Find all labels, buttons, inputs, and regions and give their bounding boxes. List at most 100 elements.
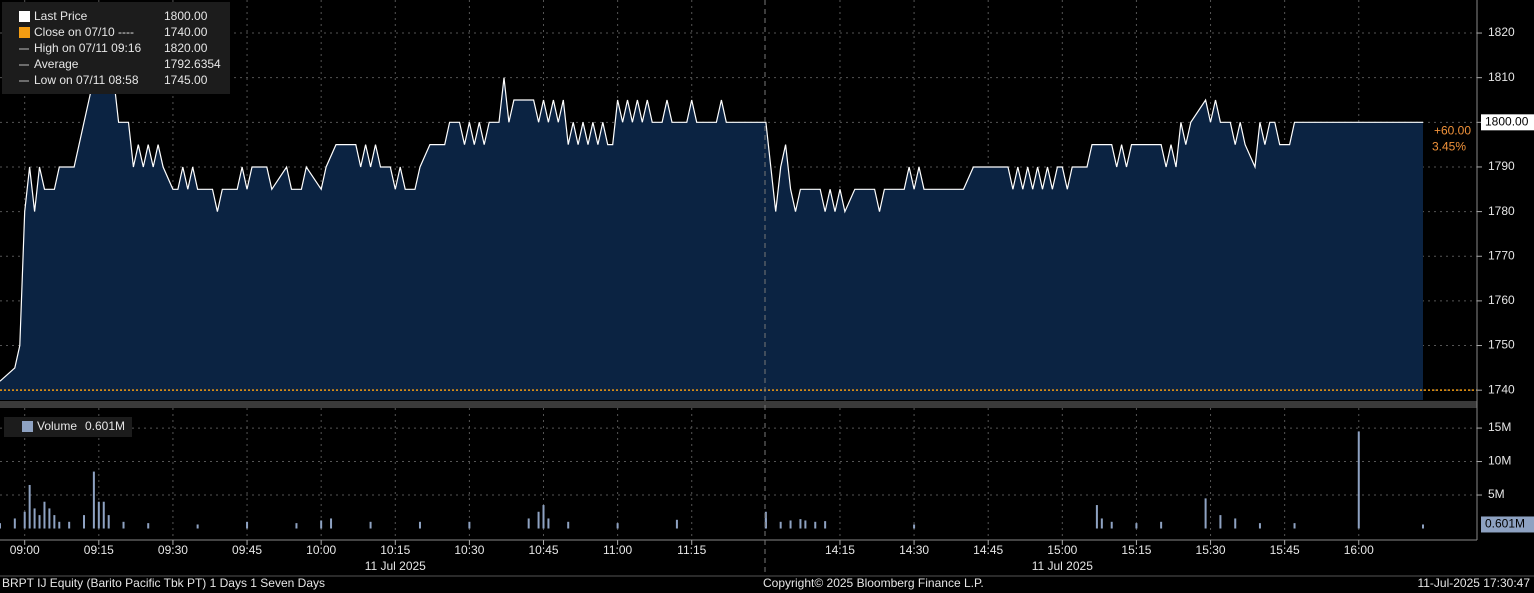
y-tick-label: 1810 bbox=[1488, 70, 1515, 84]
legend-box bbox=[4, 417, 132, 437]
x-tick-label: 11:15 bbox=[677, 543, 706, 557]
x-tick-label: 14:15 bbox=[825, 543, 855, 557]
legend-value: 1740.00 bbox=[164, 25, 208, 39]
x-date-label: 11 Jul 2025 bbox=[365, 559, 426, 573]
y-tick-label: 15M bbox=[1488, 420, 1511, 434]
volume-bar bbox=[295, 523, 298, 529]
legend-swatch bbox=[19, 27, 30, 38]
volume-bar bbox=[23, 511, 26, 529]
volume-bar bbox=[38, 515, 41, 529]
footer-right: 11-Jul-2025 17:30:47 bbox=[1417, 576, 1530, 590]
legend-value: 1792.6354 bbox=[164, 57, 221, 71]
volume-bar bbox=[58, 521, 61, 529]
volume-tag bbox=[1481, 516, 1534, 533]
volume-bar bbox=[764, 518, 767, 529]
volume-bar bbox=[1422, 524, 1424, 529]
volume-bar bbox=[0, 523, 1, 529]
x-tick-label: 10:15 bbox=[380, 543, 410, 557]
y-tick-label: 1780 bbox=[1488, 204, 1515, 218]
legend-value: 1745.00 bbox=[164, 73, 208, 87]
legend-value: 1800.00 bbox=[164, 9, 208, 23]
volume-bar bbox=[675, 519, 678, 529]
volume-bar bbox=[913, 524, 916, 529]
y-tick-label: 1740 bbox=[1488, 382, 1515, 396]
x-tick-label: 11:00 bbox=[603, 543, 632, 557]
y-tick-label: 1770 bbox=[1488, 248, 1515, 262]
x-tick-label: 14:45 bbox=[973, 543, 1003, 557]
volume-bar bbox=[369, 521, 372, 529]
x-tick-label: 15:45 bbox=[1270, 543, 1300, 557]
x-tick-label: 09:30 bbox=[158, 543, 188, 557]
y-tick-label: 10M bbox=[1488, 454, 1511, 468]
footer-center: Copyright© 2025 Bloomberg Finance L.P. bbox=[763, 576, 984, 590]
legend-label: Volume bbox=[37, 419, 77, 433]
legend-swatch bbox=[19, 11, 30, 22]
x-tick-label: 14:30 bbox=[899, 543, 929, 557]
volume-bar bbox=[92, 471, 95, 529]
y-tick-label: 5M bbox=[1488, 487, 1505, 501]
legend-value: 0.601M bbox=[85, 419, 125, 433]
x-tick-label: 16:00 bbox=[1344, 543, 1374, 557]
panel-divider bbox=[0, 401, 1477, 408]
volume-bar bbox=[1234, 518, 1237, 529]
x-tick-label: 10:45 bbox=[528, 543, 558, 557]
x-tick-label: 10:30 bbox=[454, 543, 484, 557]
volume-bar bbox=[547, 518, 550, 529]
volume-bar bbox=[97, 501, 100, 529]
volume-bar bbox=[43, 501, 46, 529]
change-pct-label: 3.45% bbox=[1432, 139, 1466, 153]
volume-bar bbox=[1357, 431, 1360, 529]
volume-bar bbox=[48, 508, 51, 529]
change-label: +60.00 bbox=[1434, 123, 1471, 137]
volume-bar bbox=[33, 508, 36, 529]
x-tick-label: 15:30 bbox=[1196, 543, 1226, 557]
x-tick-label: 09:00 bbox=[10, 543, 40, 557]
volume-bar bbox=[246, 521, 249, 529]
volume-bar bbox=[13, 518, 16, 529]
x-tick-label: 15:00 bbox=[1047, 543, 1077, 557]
last-price-label: 1800.00 bbox=[1485, 114, 1529, 128]
volume-bar bbox=[82, 515, 85, 529]
volume-bar bbox=[1204, 498, 1207, 529]
volume-bar bbox=[320, 520, 323, 529]
volume-bar bbox=[1095, 505, 1098, 529]
volume-bar bbox=[1160, 521, 1163, 529]
volume-bar bbox=[468, 521, 471, 529]
legend-label: Close on 07/10 ---- bbox=[34, 25, 134, 39]
volume-bar bbox=[537, 511, 540, 529]
footer-left: BRPT IJ Equity (Barito Pacific Tbk PT) 1… bbox=[2, 576, 325, 590]
volume-bar bbox=[330, 518, 333, 529]
x-tick-label: 09:45 bbox=[232, 543, 262, 557]
volume-bar bbox=[147, 523, 150, 529]
legend-swatch bbox=[22, 421, 33, 432]
price-line bbox=[0, 32, 1423, 382]
legend-label: Average bbox=[34, 57, 79, 71]
volume-bar bbox=[542, 505, 545, 529]
x-tick-label: 09:15 bbox=[84, 543, 114, 557]
volume-bar bbox=[122, 521, 125, 529]
volume-bar bbox=[804, 520, 807, 529]
last-price-tag bbox=[1481, 114, 1534, 131]
volume-bar bbox=[1100, 518, 1103, 529]
legend-label: Low on 07/11 08:58 bbox=[34, 73, 139, 87]
y-tick-label: 1790 bbox=[1488, 159, 1515, 173]
volume-bar bbox=[1258, 523, 1261, 529]
x-tick-label: 15:15 bbox=[1121, 543, 1151, 557]
volume-panel bbox=[0, 427, 1477, 529]
legend-value: 1820.00 bbox=[164, 41, 208, 55]
volume-bar bbox=[567, 521, 570, 529]
volume-bar bbox=[418, 521, 421, 529]
volume-bar bbox=[107, 515, 110, 529]
volume-bar bbox=[616, 523, 619, 529]
y-tick-label: 1820 bbox=[1488, 25, 1515, 39]
volume-tag-label: 0.601M bbox=[1485, 517, 1525, 531]
price-area bbox=[0, 33, 1423, 400]
volume-bar bbox=[527, 518, 530, 529]
volume-bar bbox=[1219, 515, 1222, 529]
legend-label: High on 07/11 09:16 bbox=[34, 41, 142, 55]
volume-bar bbox=[196, 524, 199, 529]
legend-label: Last Price bbox=[34, 9, 88, 23]
volume-bar bbox=[814, 521, 817, 529]
x-tick-label: 10:00 bbox=[306, 543, 336, 557]
